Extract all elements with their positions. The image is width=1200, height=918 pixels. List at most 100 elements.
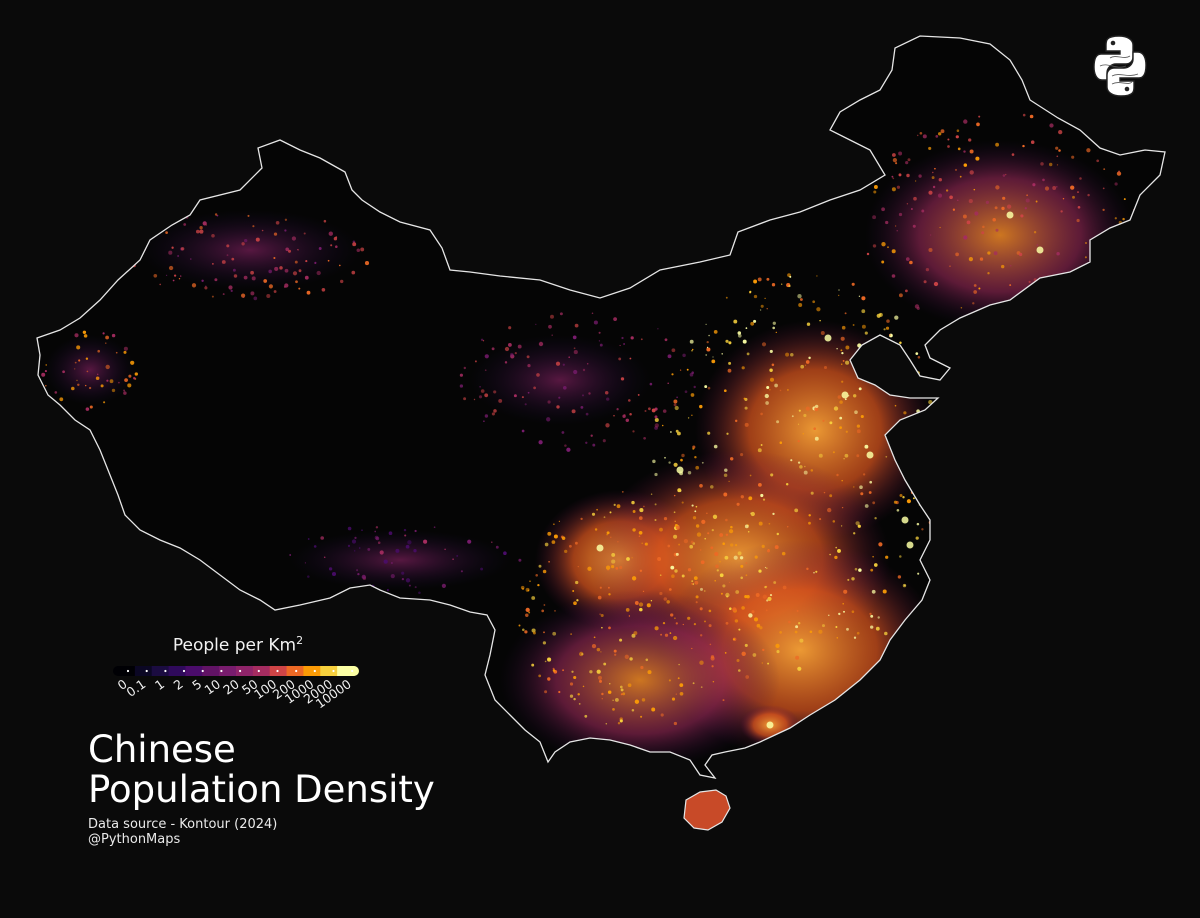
settlement-dot <box>762 648 765 652</box>
legend-tick-mark <box>295 669 298 673</box>
settlement-dot <box>1084 256 1087 259</box>
settlement-dot <box>722 699 725 702</box>
settlement-dot <box>532 631 536 635</box>
settlement-dot <box>776 532 780 536</box>
settlement-dot <box>677 677 680 680</box>
settlement-dot <box>963 163 968 167</box>
settlement-dot <box>1124 246 1128 249</box>
data-source: Data source - Kontour (2024) <box>88 817 278 832</box>
settlement-dot <box>956 129 960 132</box>
settlement-dot <box>292 271 298 276</box>
settlement-dot <box>955 252 959 257</box>
settlement-dot <box>632 528 636 532</box>
legend-tick-mark <box>257 669 260 673</box>
settlement-dot <box>836 637 839 639</box>
settlement-dot <box>915 387 920 391</box>
settlement-dot <box>797 439 800 443</box>
settlement-dot <box>699 607 703 611</box>
settlement-dot <box>414 586 417 589</box>
city-core-dot <box>1006 211 1014 219</box>
settlement-dot <box>1030 140 1035 144</box>
settlement-dot <box>799 638 804 643</box>
legend-tick-mark <box>220 669 223 673</box>
settlement-dot <box>1001 264 1005 269</box>
settlement-dot <box>661 424 664 427</box>
settlement-dot <box>605 423 610 428</box>
settlement-dot <box>779 441 783 444</box>
settlement-dot <box>620 693 623 696</box>
settlement-dot <box>525 587 530 592</box>
density-gansu <box>470 335 650 425</box>
settlement-dot <box>764 297 766 300</box>
settlement-dot <box>901 454 905 457</box>
settlement-dot <box>1102 187 1105 190</box>
settlement-dot <box>719 573 724 578</box>
settlement-dot <box>739 556 744 560</box>
density-kashgar <box>45 335 135 405</box>
settlement-dot <box>1077 205 1081 209</box>
settlement-dot <box>906 203 909 205</box>
settlement-dot <box>730 525 733 529</box>
settlement-dot <box>736 502 740 506</box>
settlement-dot <box>710 485 714 489</box>
settlement-dot <box>1048 291 1050 293</box>
settlement-dot <box>569 694 574 698</box>
settlement-dot <box>835 546 837 549</box>
settlement-dot <box>690 393 695 397</box>
settlement-dot <box>745 574 748 577</box>
settlement-dot <box>671 574 675 578</box>
legend-title-text: People per Km <box>172 635 297 656</box>
settlement-dot <box>934 421 939 426</box>
settlement-dot <box>230 289 233 293</box>
settlement-dot <box>976 326 978 328</box>
settlement-dot <box>788 620 791 624</box>
settlement-dot <box>872 501 876 505</box>
settlement-dot <box>1032 183 1036 187</box>
settlement-dot <box>335 245 338 248</box>
settlement-dot <box>571 409 576 414</box>
settlement-dot <box>721 353 723 355</box>
settlement-dot <box>616 408 619 411</box>
settlement-dot <box>906 371 909 374</box>
settlement-dot <box>641 698 646 702</box>
settlement-dot <box>972 302 975 305</box>
city-core-dot <box>766 721 774 729</box>
settlement-dot <box>891 249 896 254</box>
settlement-dot <box>838 612 841 616</box>
settlement-dot <box>263 279 268 283</box>
settlement-dot <box>1118 170 1121 173</box>
settlement-dot <box>936 430 941 435</box>
settlement-dot <box>723 492 728 497</box>
settlement-dot <box>973 290 978 294</box>
settlement-dot <box>696 532 702 537</box>
settlement-dot <box>521 396 524 399</box>
settlement-dot <box>918 174 922 178</box>
settlement-dot <box>872 215 877 220</box>
map-title: Chinese Population Density <box>88 730 435 810</box>
settlement-dot <box>130 360 135 365</box>
settlement-dot <box>891 175 894 178</box>
settlement-dot <box>404 534 407 537</box>
settlement-dot <box>774 545 779 550</box>
settlement-dot <box>922 379 927 384</box>
settlement-dot <box>561 536 566 540</box>
settlement-dot <box>522 628 525 632</box>
settlement-dot <box>878 542 883 547</box>
settlement-dot <box>650 600 653 602</box>
settlement-dot <box>593 636 596 639</box>
settlement-dot <box>535 323 537 326</box>
settlement-dot <box>725 518 728 522</box>
settlement-dot <box>657 557 662 561</box>
settlement-dot <box>1135 235 1140 240</box>
settlement-dot <box>590 434 593 437</box>
settlement-dot <box>687 616 691 620</box>
settlement-dot <box>684 390 688 394</box>
settlement-dot <box>785 482 789 486</box>
settlement-dot <box>307 538 310 540</box>
settlement-dot <box>105 364 110 370</box>
settlement-dot <box>587 566 592 571</box>
settlement-dot <box>333 237 338 241</box>
settlement-dot <box>606 397 610 401</box>
settlement-dot <box>909 260 913 265</box>
settlement-dot <box>749 474 752 477</box>
